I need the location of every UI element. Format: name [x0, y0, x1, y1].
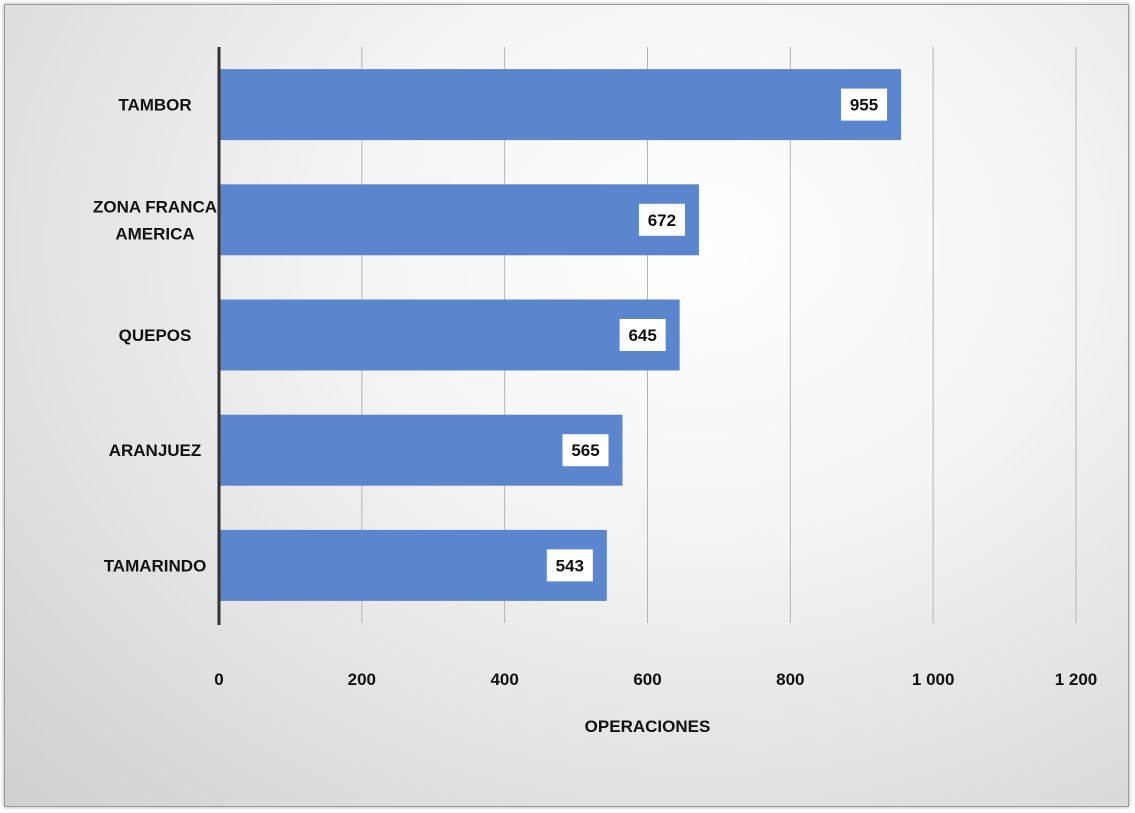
x-tick-label: 200: [348, 670, 376, 689]
bar: [219, 299, 680, 371]
data-label-box: [841, 88, 888, 121]
data-label: 645: [628, 326, 656, 345]
x-tick-label: 0: [214, 670, 223, 689]
category-label: TAMBOR: [118, 96, 191, 115]
category-label: ZONA FRANCA: [93, 197, 217, 216]
chart-frame: TAMBOR 955 ZONA FRANCA AMERICA 672 QUEPOS 645 A…: [4, 4, 1129, 807]
bar: [219, 414, 623, 486]
bar: [219, 69, 902, 141]
x-tick-label: 1 000: [912, 670, 955, 689]
data-label: 955: [850, 96, 878, 115]
category-label: TAMARINDO: [104, 556, 207, 575]
category-label: ARANJUEZ: [109, 441, 202, 460]
data-label: 672: [648, 211, 676, 230]
x-tick-label: 400: [490, 670, 518, 689]
category-label: AMERICA: [115, 224, 194, 243]
bar-chart: TAMBOR 955 ZONA FRANCA AMERICA 672 QUEPOS 645 A…: [93, 47, 1098, 736]
x-tick-label: 800: [776, 670, 804, 689]
data-label: 543: [556, 556, 584, 575]
x-tick-label: 600: [633, 670, 661, 689]
data-label: 565: [571, 441, 599, 460]
data-label-box: [638, 203, 685, 236]
data-label-box: [562, 434, 609, 467]
bar: [219, 529, 607, 601]
x-tick-label: 1 200: [1055, 670, 1098, 689]
category-label: QUEPOS: [119, 326, 192, 345]
data-label-box: [546, 549, 593, 582]
bar: [219, 184, 699, 256]
x-axis-title: OPERACIONES: [585, 717, 711, 736]
data-label-box: [619, 319, 666, 351]
